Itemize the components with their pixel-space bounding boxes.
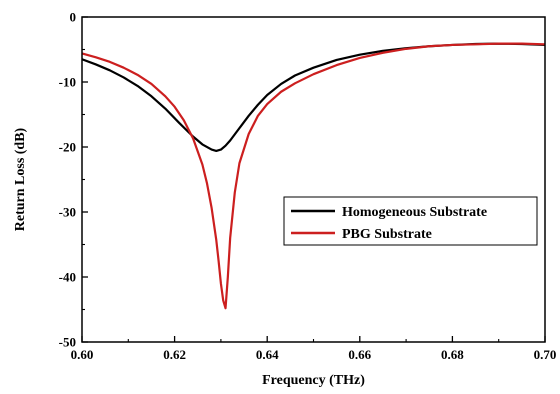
y-ticks: 0 -10 -20 -30 -40 -50 bbox=[59, 10, 88, 350]
x-tick-label: 0.66 bbox=[348, 347, 371, 362]
legend: Homogeneous Substrate PBG Substrate bbox=[283, 196, 538, 246]
y-tick-label: -50 bbox=[59, 335, 76, 350]
legend-box bbox=[283, 196, 538, 246]
x-tick-label: 0.60 bbox=[71, 347, 94, 362]
y-tick-label: -40 bbox=[59, 270, 76, 285]
x-tick-label: 0.68 bbox=[441, 347, 464, 362]
series-layer bbox=[81, 42, 546, 310]
x-ticks: 0.60 0.62 0.64 0.66 0.68 0.70 bbox=[71, 336, 557, 362]
y-tick-label: -20 bbox=[59, 140, 76, 155]
x-tick-label: 0.64 bbox=[256, 347, 279, 362]
series-line-pbg bbox=[81, 42, 546, 310]
legend-label-homogeneous: Homogeneous Substrate bbox=[342, 205, 487, 220]
plot-area: 0.60 0.62 0.64 0.66 0.68 0.70 0 -10 -20 -30 -40 -5… bbox=[59, 10, 557, 363]
series-line-homogeneous bbox=[81, 42, 546, 152]
x-tick-label: 0.70 bbox=[534, 347, 557, 362]
y-tick-label: 0 bbox=[70, 10, 77, 25]
y-tick-label: -10 bbox=[59, 75, 76, 90]
y-axis-label: Return Loss (dB) bbox=[13, 127, 28, 231]
x-tick-label: 0.62 bbox=[163, 347, 186, 362]
plot-frame bbox=[81, 16, 546, 343]
x-axis-label: Frequency (THz) bbox=[262, 373, 365, 388]
legend-label-pbg: PBG Substrate bbox=[342, 227, 432, 242]
y-tick-label: -30 bbox=[59, 205, 76, 220]
